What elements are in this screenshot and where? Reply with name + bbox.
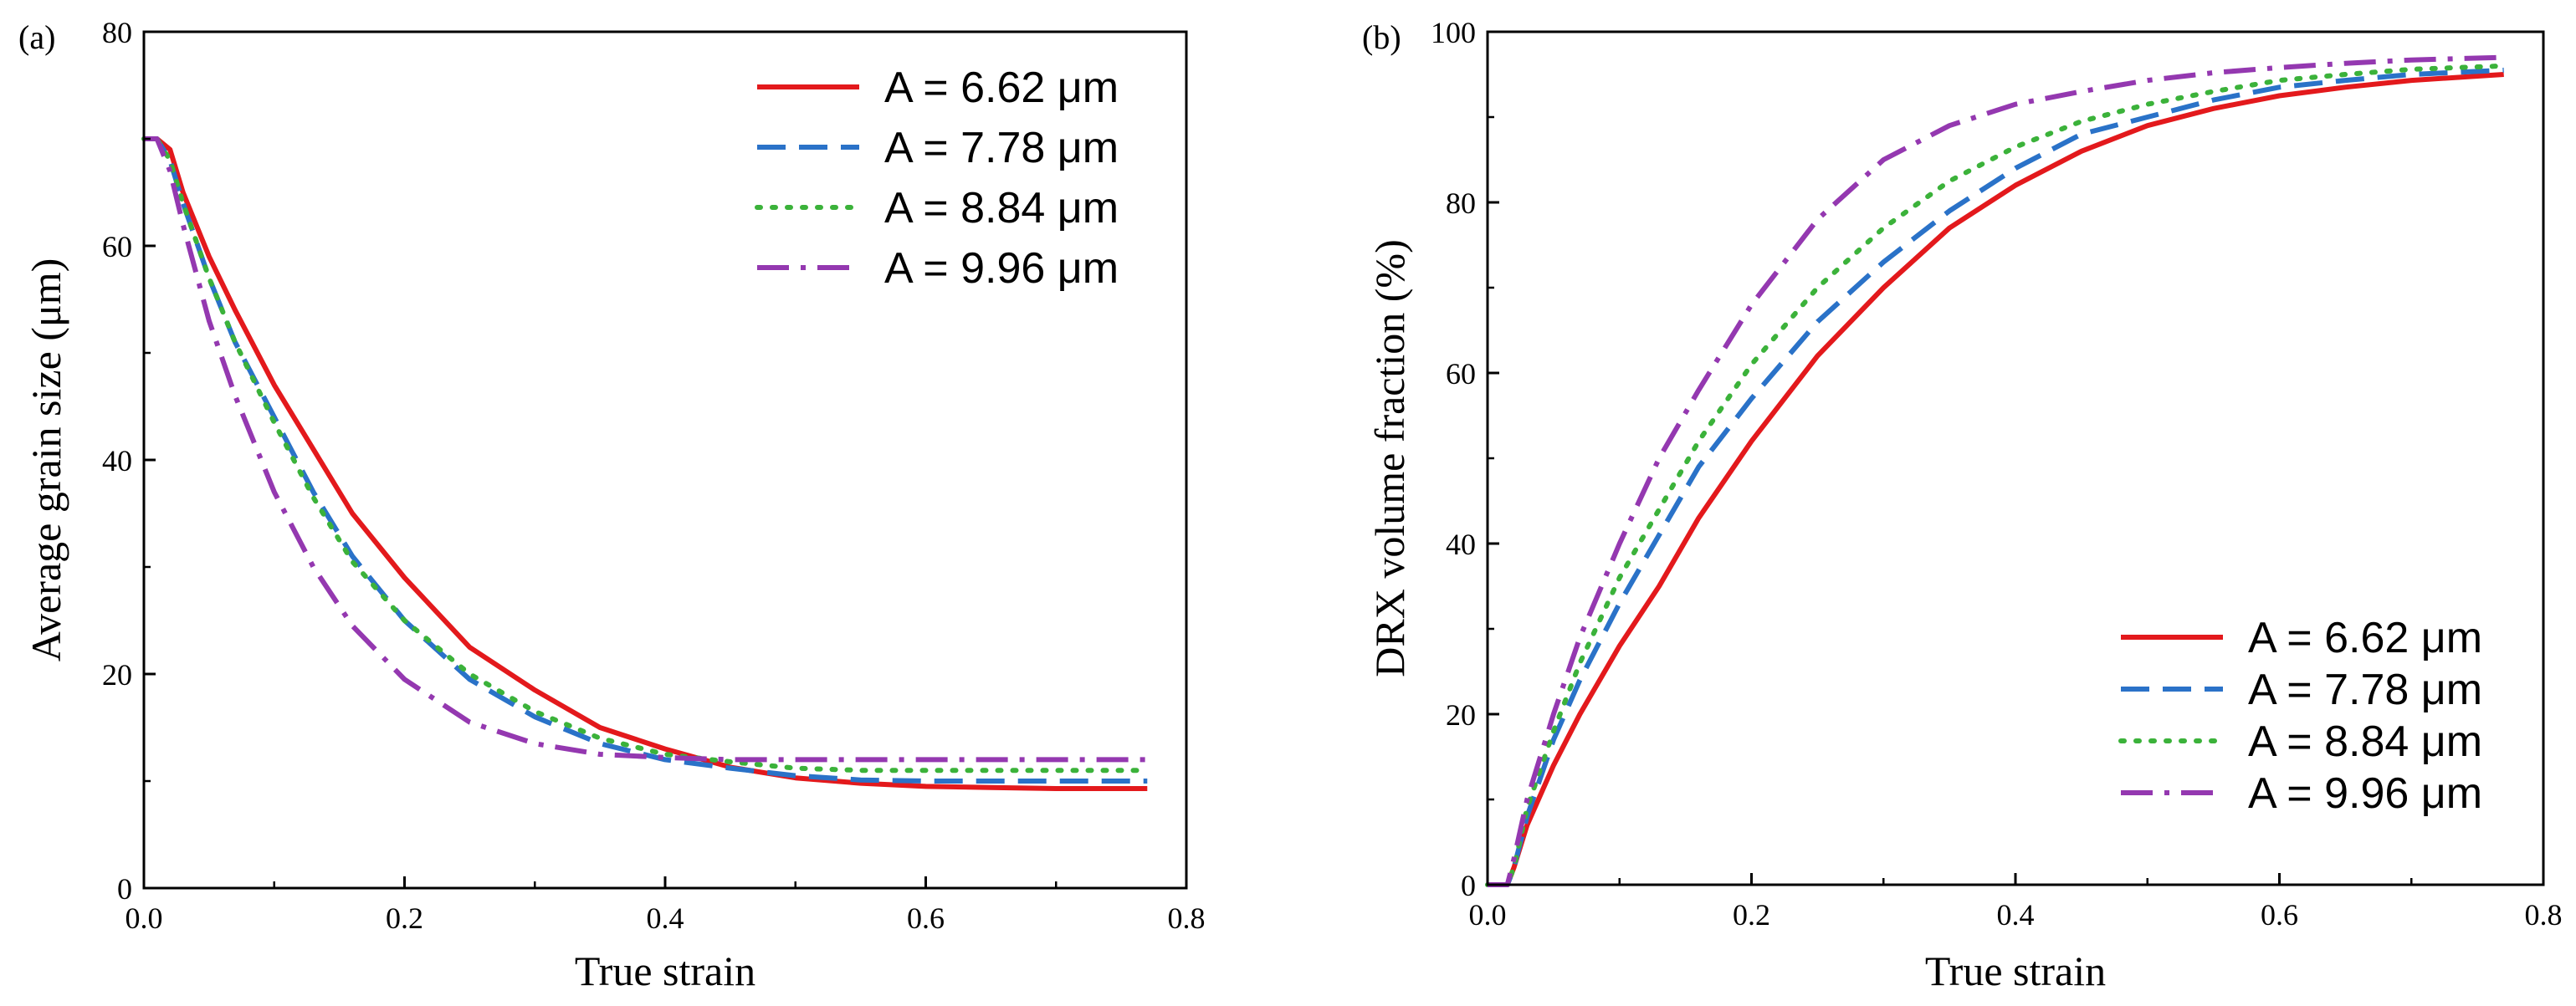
y-tick-label: 80 — [102, 16, 132, 49]
series-line — [1488, 67, 2504, 887]
y-tick-label: 100 — [1431, 16, 1476, 49]
y-tick-label: 60 — [102, 230, 132, 263]
x-tick-label: 0.0 — [1469, 898, 1507, 932]
legend-label: A = 7.78 μm — [884, 124, 1119, 172]
legend-label: A = 8.84 μm — [884, 184, 1119, 232]
chart-panel-a: 0.0 0.2 0.4 0.6 0.8 0 20 40 60 80 True strain Avera… — [18, 16, 1206, 994]
series-line — [141, 136, 1150, 774]
x-tick-label: 0.0 — [125, 901, 163, 935]
x-axis-title: True strain — [1925, 947, 2106, 994]
legend-label: A = 6.62 μm — [884, 64, 1119, 112]
y-axis-title: Average grain size (μm) — [23, 258, 69, 662]
x-tick-label: 0.4 — [647, 901, 684, 935]
series-line — [144, 136, 1148, 791]
y-tick-label: 0 — [1461, 869, 1476, 902]
x-tick-label: 0.2 — [386, 901, 423, 935]
y-tick-label: 40 — [1446, 528, 1476, 561]
y-tick-label: 20 — [1446, 698, 1476, 732]
series-line — [1485, 63, 2507, 887]
x-tick-label: 0.6 — [2261, 898, 2298, 932]
panel-label: (a) — [18, 18, 55, 56]
y-tick-label: 0 — [117, 872, 132, 906]
legend: A = 6.62 μm A = 7.78 μm A = 8.84 μm A = 9.9… — [755, 64, 1119, 293]
x-tick-label: 0.6 — [907, 901, 945, 935]
y-axis-title: DRX volume fraction (%) — [1366, 239, 1413, 677]
legend-label: A = 9.96 μm — [2248, 769, 2482, 818]
legend: A = 6.62 μmA = 7.78 μmA = 8.84 μmA = 9.9… — [2118, 614, 2482, 818]
legend-label: A = 9.96 μm — [884, 244, 1119, 293]
series-line — [1488, 72, 2504, 887]
x-tick-label: 0.2 — [1733, 898, 1770, 932]
y-tick-label: 60 — [1446, 357, 1476, 391]
legend-label: A = 6.62 μm — [2248, 614, 2482, 662]
legend-label: A = 7.78 μm — [2248, 666, 2482, 714]
y-tick-label: 80 — [1446, 186, 1476, 220]
y-tick-label: 40 — [102, 444, 132, 477]
chart-panel-b: 0.0 0.2 0.4 0.6 0.8 0 20 40 60 80 100 True strain DR… — [1362, 16, 2563, 994]
series-line — [144, 136, 1148, 763]
x-tick-label: 0.8 — [1168, 901, 1206, 935]
legend-label: A = 8.84 μm — [2248, 717, 2482, 766]
x-tick-label: 0.4 — [1997, 898, 2035, 932]
x-axis-title: True strain — [575, 947, 755, 994]
series-line — [1488, 54, 2504, 887]
y-tick-label: 20 — [102, 658, 132, 692]
x-tick-label: 0.8 — [2525, 898, 2563, 932]
panel-label: (b) — [1362, 18, 1401, 56]
